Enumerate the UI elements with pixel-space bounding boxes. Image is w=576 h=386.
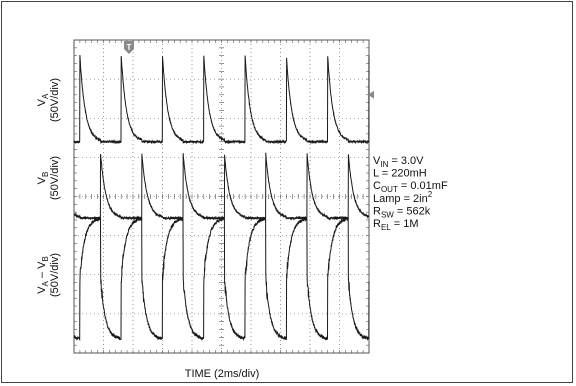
- trace-name-subscript: B: [41, 172, 50, 177]
- trace-labels: VA (50V/div)VB (50V/div)VA – VB (50V/div): [36, 78, 61, 297]
- parameter-main: L = 220mH: [373, 168, 427, 180]
- trace-name-subscript: A: [41, 280, 50, 286]
- parameter-subscript: IN: [380, 160, 388, 169]
- trace-name-subscript-2: B: [41, 256, 50, 261]
- trace-name: VB: [36, 172, 50, 185]
- trace-scale: (50V/div): [49, 156, 61, 200]
- channel-marker-icon: [368, 90, 374, 99]
- parameter-main: Lamp = 2in: [373, 193, 428, 205]
- parameter-1: VIN = 3.0V: [373, 155, 424, 169]
- parameter-value: = 562k: [394, 205, 431, 217]
- trace-2-waveform: [73, 152, 370, 221]
- parameter-subscript: EL: [381, 223, 391, 232]
- parameter-value: = 3.0V: [388, 155, 424, 167]
- trace-scale: (50V/div): [49, 253, 61, 297]
- trigger-label: T: [127, 43, 132, 52]
- trace-1-waveform: [73, 54, 370, 145]
- waveform-traces: [73, 54, 370, 342]
- parameter-2: L = 220mH: [373, 168, 427, 180]
- parameter-main: R: [373, 218, 381, 230]
- parameter-6: REL = 1M: [373, 218, 419, 232]
- trigger-marker: T: [124, 41, 134, 54]
- parameter-superscript: 2: [428, 190, 433, 199]
- parameter-4: Lamp = 2in2: [373, 190, 433, 205]
- channel-arrow-icon: [368, 90, 374, 99]
- parameter-subscript: SW: [381, 210, 394, 219]
- trace-name-main: V: [36, 286, 48, 294]
- x-axis-label: TIME (2ms/div): [185, 368, 260, 380]
- parameter-value: = 1M: [391, 218, 419, 230]
- parameter-subscript: OUT: [381, 185, 398, 194]
- graticule: [73, 39, 370, 354]
- trace-1-label: VA (50V/div): [36, 78, 61, 122]
- trace-name: VA: [36, 93, 50, 106]
- trace-scale: (50V/div): [49, 78, 61, 122]
- parameter-5: RSW = 562k: [373, 205, 431, 219]
- trace-2-label: VB (50V/div): [36, 156, 61, 200]
- parameter-3: COUT = 0.01mF: [373, 180, 448, 194]
- parameter-main: V: [373, 155, 381, 167]
- trace-name-main: V: [36, 176, 48, 184]
- trace-name-subscript: A: [41, 93, 50, 99]
- trace-name-main: V: [36, 98, 48, 106]
- parameter-main: C: [373, 180, 381, 192]
- parameter-main: R: [373, 205, 381, 217]
- trace-name-suffix: – V: [36, 261, 48, 281]
- trigger-icon: [124, 41, 134, 54]
- trace-3-waveform: [73, 216, 370, 342]
- trace-name: VA – VB: [36, 256, 50, 294]
- trace-3-label: VA – VB (50V/div): [36, 253, 61, 297]
- parameter-value: = 0.01mF: [398, 180, 448, 192]
